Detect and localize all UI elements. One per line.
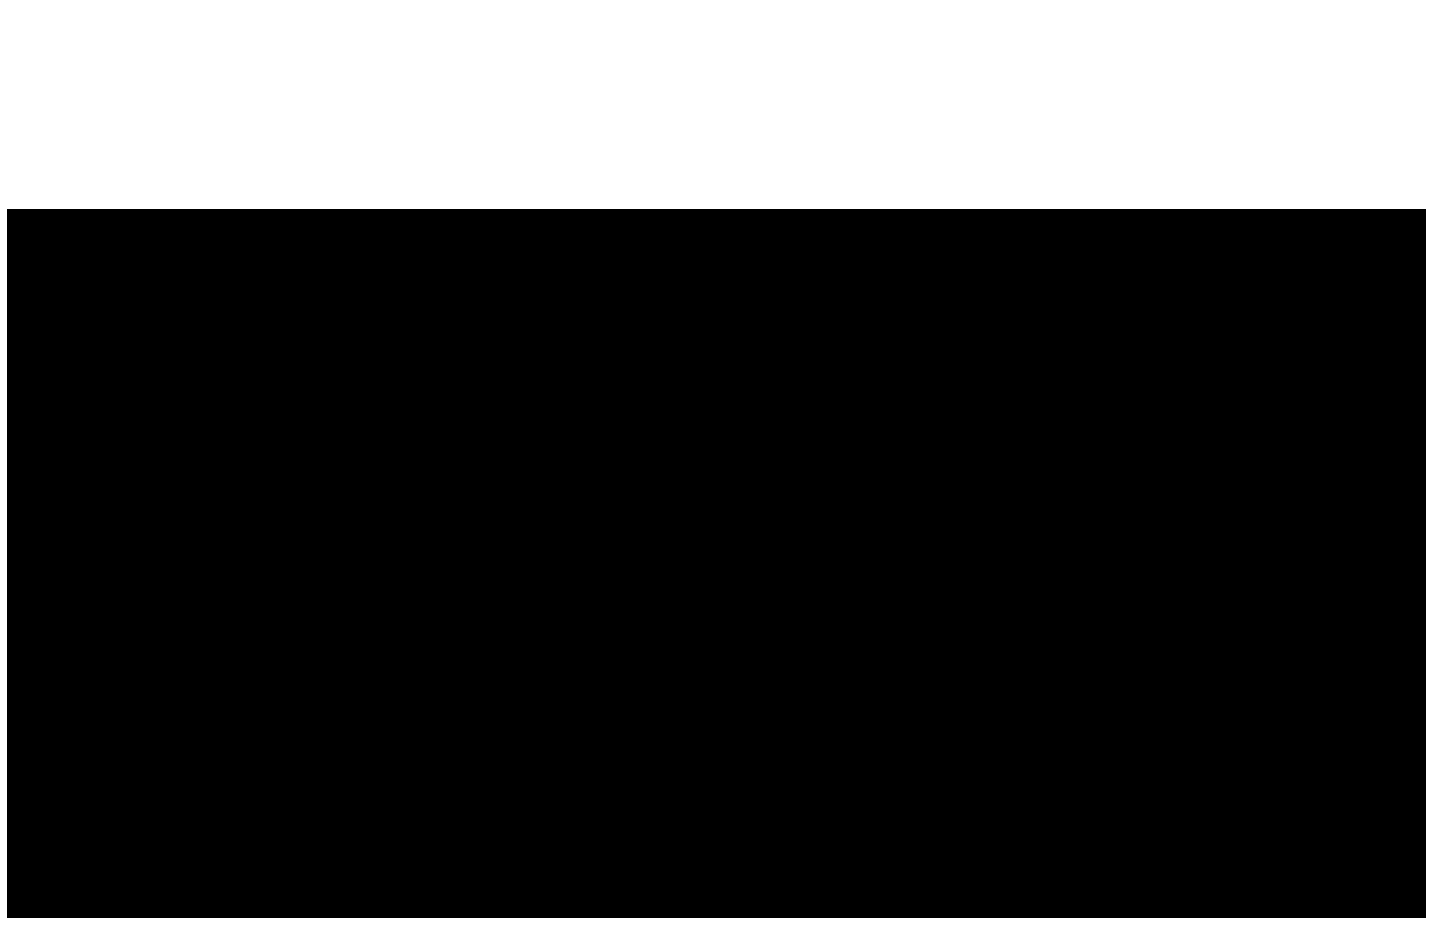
word-cloud-canvas xyxy=(7,209,1426,918)
word-cloud xyxy=(7,209,1426,918)
